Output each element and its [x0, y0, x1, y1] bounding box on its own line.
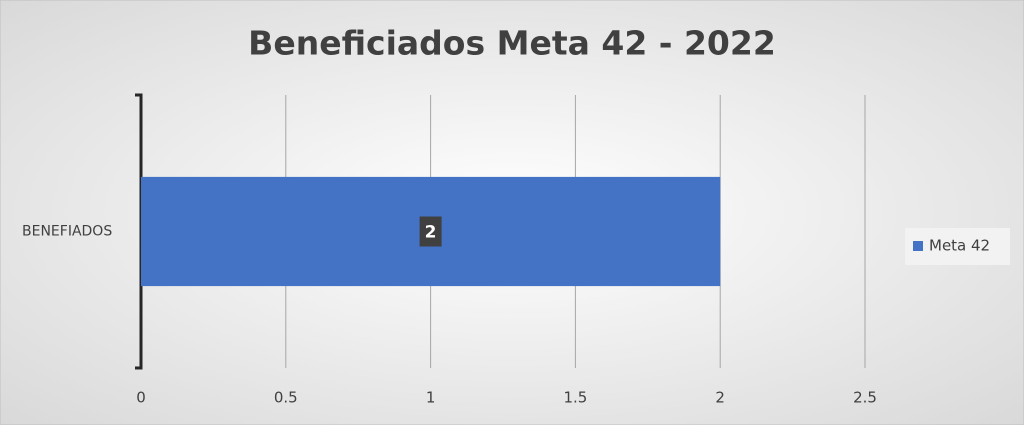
x-tick-label: 1: [426, 389, 436, 407]
legend-swatch: [913, 241, 923, 251]
y-tick-label: BENEFIADOS: [22, 224, 112, 240]
data-label: 2: [425, 223, 437, 243]
x-tick-label: 0: [136, 389, 146, 407]
x-tick-label: 2.5: [853, 389, 877, 407]
data-label-box: [419, 216, 442, 247]
x-tick-label: 0.5: [274, 389, 298, 407]
chart-title: Beneficiados Meta 42 - 2022: [248, 24, 776, 63]
x-tick-label: 1.5: [563, 389, 587, 407]
x-tick-label: 2: [715, 389, 725, 407]
legend-label: Meta 42: [929, 237, 990, 255]
